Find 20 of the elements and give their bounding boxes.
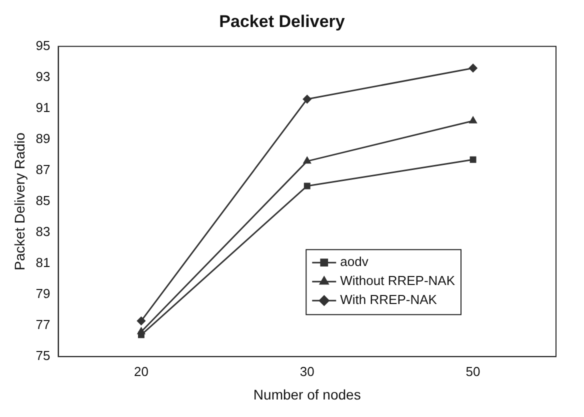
y-tick-label: 87 [36,162,50,178]
x-tick-label: 20 [134,364,148,379]
y-axis-title: Packet Delivery Radio [11,132,28,270]
y-tick-label: 95 [36,38,50,53]
chart-title: Packet Delivery [219,12,346,31]
y-tick-label: 81 [36,255,50,270]
y-tick-label: 91 [36,100,50,116]
legend-label: Without RREP-NAK [340,273,456,288]
x-tick-label: 50 [466,364,480,379]
x-axis-title: Number of nodes [253,386,361,402]
y-tick-label: 83 [36,224,50,240]
y-tick-label: 75 [36,348,50,364]
y-tick-label: 79 [36,286,50,302]
legend-label: With RREP-NAK [340,292,438,308]
y-tick-label: 93 [36,69,50,84]
y-tick-label: 85 [36,193,50,208]
legend-label: aodv [340,254,369,270]
y-tick-label: 77 [36,317,50,332]
x-tick-label: 30 [300,364,314,379]
y-tick-label: 89 [36,131,50,146]
